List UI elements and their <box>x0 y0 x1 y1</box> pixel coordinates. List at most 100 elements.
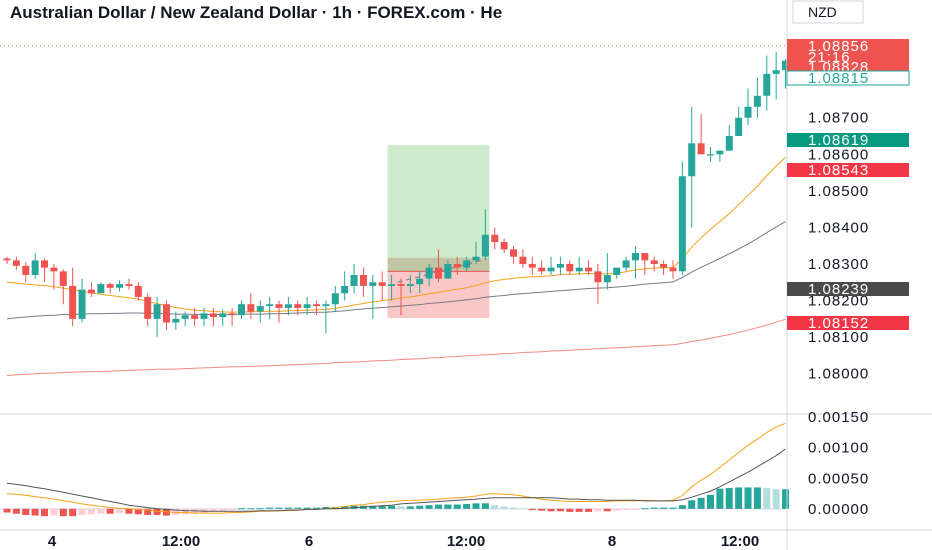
macd-pane <box>0 422 790 517</box>
macd-histogram-bar <box>406 506 414 509</box>
candle-body <box>238 304 245 316</box>
candle <box>631 245 639 279</box>
candle <box>219 309 227 327</box>
candle <box>782 59 790 89</box>
candle <box>556 256 564 275</box>
candle-body <box>106 284 114 288</box>
macd-histogram-bar <box>41 508 49 517</box>
macd-histogram-bar <box>116 508 124 514</box>
macd-histogram-bar <box>256 508 264 510</box>
candle-body <box>3 258 11 261</box>
macd-histogram-bar <box>753 487 761 509</box>
macd-histogram-bar <box>660 507 668 509</box>
candle-body <box>87 289 95 294</box>
macd-histogram-bar <box>238 508 245 510</box>
macd-histogram-bar <box>444 504 452 509</box>
candle-body <box>134 285 142 297</box>
macd-histogram-bar <box>510 507 518 509</box>
macd-histogram-bar <box>772 489 780 509</box>
macd-line <box>6 422 786 514</box>
candle <box>303 296 311 316</box>
macd-histogram-bar <box>763 488 771 509</box>
candle-body <box>716 150 724 155</box>
candle-body <box>613 267 621 275</box>
candle-body <box>200 313 208 319</box>
macd-histogram-bar <box>669 507 677 509</box>
macd-histogram-bar <box>707 494 714 509</box>
candle <box>97 282 105 294</box>
candle <box>416 271 424 294</box>
candle <box>78 278 86 323</box>
candle <box>162 300 170 330</box>
price-tag-bg <box>787 282 909 296</box>
candle <box>603 253 611 290</box>
price-tag-label: 1.08619 <box>808 132 869 149</box>
candle <box>622 256 630 272</box>
macd-histogram-bar <box>97 508 105 514</box>
candle-body <box>547 267 555 272</box>
candle-body <box>322 304 330 307</box>
candle <box>707 146 714 162</box>
macd-histogram-bar <box>172 508 180 515</box>
candle-body <box>359 274 367 286</box>
candle <box>697 114 705 155</box>
candle-body <box>725 136 733 151</box>
candle-body <box>772 70 780 74</box>
candle <box>566 260 574 275</box>
macd-histogram-bar <box>463 503 471 509</box>
x-tick-label: 4 <box>48 533 57 550</box>
candle <box>200 307 208 327</box>
macd-histogram-bar <box>735 487 743 509</box>
candlesticks <box>3 51 790 338</box>
candle-body <box>416 278 424 285</box>
candle-body <box>622 260 630 268</box>
candle-body <box>782 60 790 71</box>
candle <box>153 296 161 338</box>
candle <box>772 51 780 100</box>
candle <box>388 274 396 301</box>
candle <box>181 311 189 327</box>
candle-body <box>388 284 396 286</box>
macd-histogram-bar <box>303 507 311 509</box>
candle <box>238 300 245 319</box>
candle-body <box>125 284 133 286</box>
price-tag: 1.08856 <box>787 38 909 73</box>
candle <box>41 258 49 283</box>
candle-body <box>510 249 518 257</box>
candle-body <box>97 284 105 294</box>
price-tag: 1.08815 <box>786 70 910 87</box>
macd-histogram-bar <box>369 505 377 509</box>
macd-histogram-bar <box>416 505 424 509</box>
candle-body <box>59 271 67 286</box>
candle <box>434 249 442 283</box>
candle <box>763 55 771 111</box>
macd-histogram-bar <box>650 507 658 509</box>
price-tag-label: 1.08152 <box>808 315 869 332</box>
price-tag-label: 1.08239 <box>808 281 869 298</box>
candle <box>12 256 20 270</box>
macd-histogram-bar <box>697 497 705 509</box>
macd-histogram-bar <box>3 508 11 513</box>
candle <box>31 253 39 279</box>
candle-body <box>669 267 677 272</box>
candle <box>322 300 330 334</box>
macd-histogram-bar <box>491 505 499 509</box>
candle-body <box>697 143 705 155</box>
candle-body <box>406 284 414 286</box>
candle-body <box>294 304 302 308</box>
candle-body <box>275 304 283 308</box>
candle <box>594 264 602 305</box>
candle-body <box>688 143 696 177</box>
macd-histogram-bar <box>59 508 67 517</box>
candle <box>406 274 414 294</box>
macd-histogram-bar <box>538 508 546 511</box>
candle-body <box>116 284 124 288</box>
candle <box>472 242 480 265</box>
candle-body <box>472 256 480 261</box>
macd-histogram-bar <box>12 508 20 514</box>
x-tick-label: 12:00 <box>447 533 485 550</box>
candle <box>397 278 405 316</box>
price-tag-label: 1.08856 <box>808 38 869 55</box>
candle <box>650 256 658 272</box>
